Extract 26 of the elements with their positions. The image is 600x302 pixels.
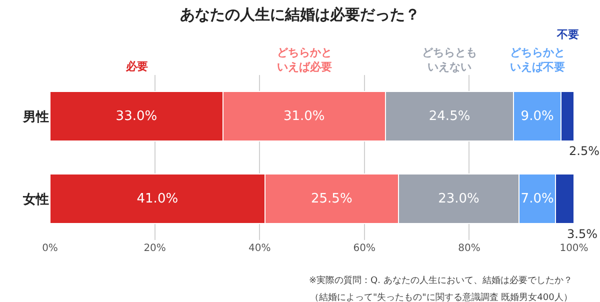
text: （結婚によって"失ったもの"に関する意識調査 既婚男女400人） [310,292,572,302]
data-label: 33.0% [116,108,158,124]
series-label: 必要 [125,60,148,73]
data-label: 23.0% [438,191,480,206]
data-label: 3.5% [567,227,598,241]
data-label: 41.0% [136,191,178,206]
series-label: どちらかといえば不要 [510,46,565,74]
x-tick-label: 80% [458,243,480,254]
data-label: 25.5% [310,191,352,206]
series-label: どちらともいえない [422,46,477,74]
y-tick-label: 男性 [22,110,49,125]
x-tick-label: 40% [248,243,271,254]
data-label: 31.0% [283,108,325,124]
x-tick-label: 0% [42,243,58,254]
data-label: 9.0% [520,108,554,124]
data-label: 2.5% [569,144,600,158]
data-label: 7.0% [520,191,554,206]
x-tick-label: 60% [353,243,376,254]
chart-title: あなたの人生に結婚は必要だった？ [180,6,420,24]
text: 不要 [556,28,579,41]
text: ※実際の質問：Q. あなたの人生において、結婚は必要でしたか？ [309,275,572,286]
series-label: どちらかといえば必要 [277,46,332,74]
y-tick-label: 女性 [22,192,49,208]
x-tick-label: 20% [144,243,166,254]
data-label: 24.5% [428,108,470,124]
x-tick-label: 100% [560,243,588,254]
